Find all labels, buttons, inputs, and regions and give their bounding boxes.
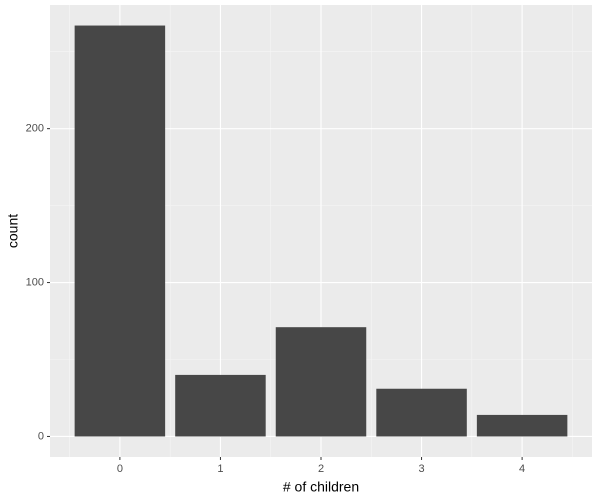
bar: [476, 414, 568, 437]
bar: [275, 327, 367, 437]
bar: [74, 25, 166, 437]
y-tick-label: 200: [26, 123, 44, 135]
x-tick-label: 0: [117, 463, 123, 475]
x-tick-label: 4: [519, 463, 525, 475]
bar: [376, 388, 467, 437]
x-tick-label: 1: [217, 463, 223, 475]
y-tick-label: 0: [38, 430, 44, 442]
y-axis-title: count: [5, 214, 21, 248]
bar: [175, 374, 266, 437]
x-axis-title: # of children: [283, 479, 359, 495]
x-tick-label: 2: [318, 463, 324, 475]
x-tick-label: 3: [418, 463, 424, 475]
y-tick-label: 100: [26, 276, 44, 288]
